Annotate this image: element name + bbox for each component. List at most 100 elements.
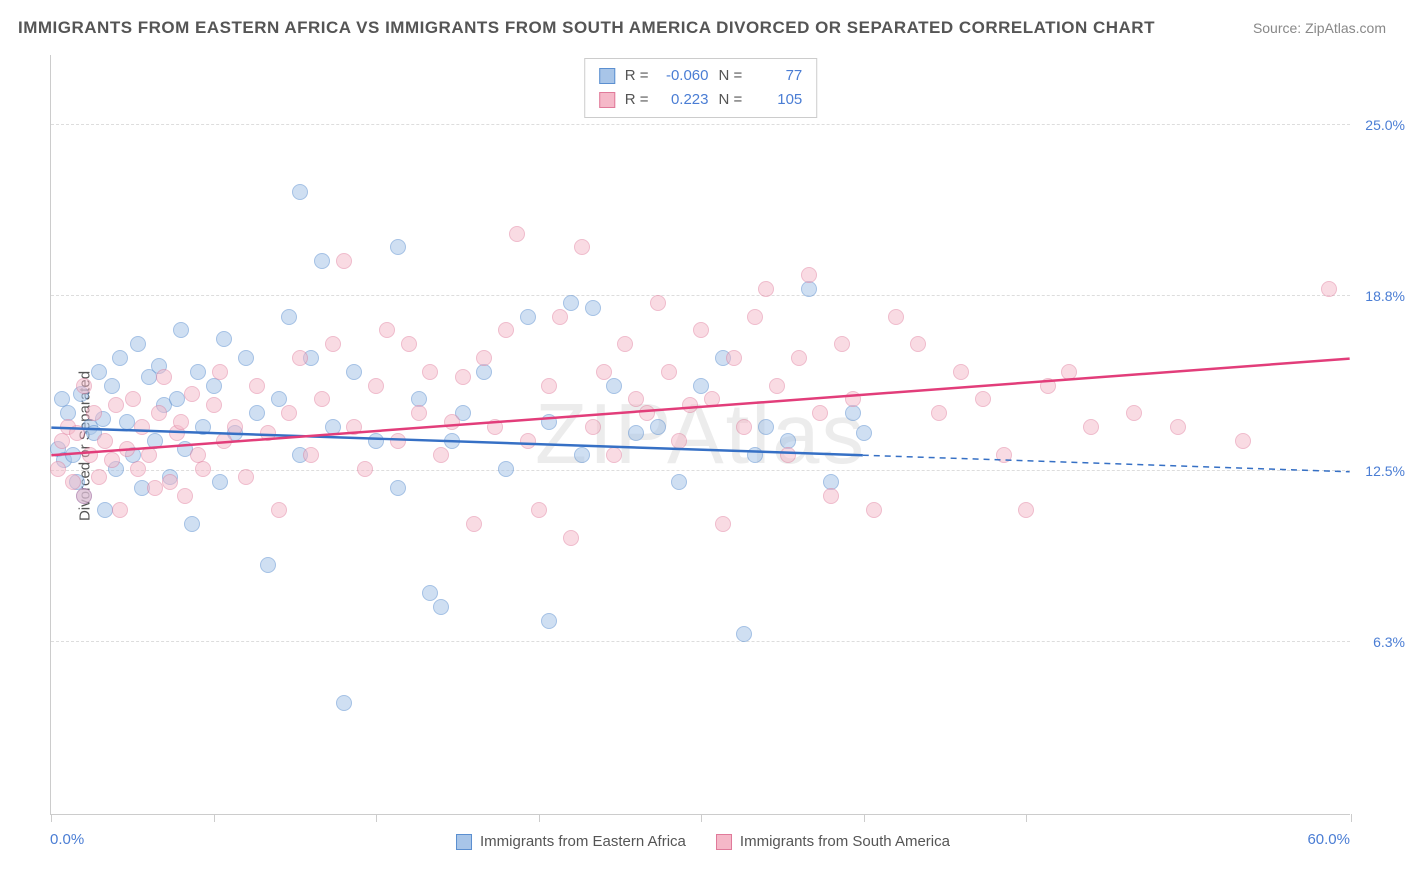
data-point (563, 530, 579, 546)
x-tick (1026, 814, 1027, 822)
data-point (336, 253, 352, 269)
x-tick (376, 814, 377, 822)
data-point (195, 419, 211, 435)
data-point (97, 502, 113, 518)
data-point (162, 474, 178, 490)
data-point (801, 267, 817, 283)
data-point (184, 516, 200, 532)
data-point (671, 474, 687, 490)
data-point (82, 447, 98, 463)
x-tick (864, 814, 865, 822)
data-point (953, 364, 969, 380)
data-point (54, 433, 70, 449)
data-point (682, 397, 698, 413)
data-point (444, 414, 460, 430)
r-value: -0.060 (659, 64, 709, 88)
data-point (541, 378, 557, 394)
data-point (411, 405, 427, 421)
data-point (866, 502, 882, 518)
data-point (390, 239, 406, 255)
data-point (173, 414, 189, 430)
data-point (206, 378, 222, 394)
data-point (271, 502, 287, 518)
data-point (390, 433, 406, 449)
y-tick-label: 18.8% (1365, 288, 1405, 304)
data-point (693, 322, 709, 338)
data-point (541, 613, 557, 629)
data-point (476, 350, 492, 366)
data-point (69, 425, 85, 441)
data-point (487, 419, 503, 435)
gridline: 25.0% (51, 124, 1350, 125)
gridline: 6.3% (51, 641, 1350, 642)
data-point (1235, 433, 1251, 449)
data-point (585, 300, 601, 316)
data-point (119, 414, 135, 430)
data-point (325, 336, 341, 352)
data-point (910, 336, 926, 352)
data-point (281, 309, 297, 325)
data-point (975, 391, 991, 407)
data-point (455, 369, 471, 385)
data-point (271, 391, 287, 407)
stats-legend-row: R =-0.060N =77 (599, 64, 803, 88)
data-point (249, 378, 265, 394)
r-value: 0.223 (659, 88, 709, 112)
r-label: R = (625, 88, 649, 112)
legend-label: Immigrants from South America (740, 833, 950, 850)
data-point (134, 419, 150, 435)
data-point (76, 488, 92, 504)
series-legend: Immigrants from Eastern Africa Immigrants… (456, 833, 950, 850)
data-point (758, 281, 774, 297)
data-point (1126, 405, 1142, 421)
n-label: N = (719, 64, 743, 88)
data-point (195, 461, 211, 477)
data-point (50, 461, 66, 477)
legend-item: Immigrants from South America (716, 833, 950, 850)
data-point (563, 295, 579, 311)
x-axis-max: 60.0% (1307, 831, 1350, 848)
data-point (693, 378, 709, 394)
data-point (1170, 419, 1186, 435)
data-point (238, 469, 254, 485)
data-point (169, 391, 185, 407)
data-point (151, 405, 167, 421)
data-point (86, 405, 102, 421)
data-point (184, 386, 200, 402)
data-point (206, 397, 222, 413)
stats-legend-row: R =0.223N =105 (599, 88, 803, 112)
data-point (466, 516, 482, 532)
data-point (1321, 281, 1337, 297)
data-point (147, 480, 163, 496)
data-point (97, 433, 113, 449)
data-point (736, 626, 752, 642)
gridline: 18.8% (51, 295, 1350, 296)
legend-item: Immigrants from Eastern Africa (456, 833, 686, 850)
data-point (433, 447, 449, 463)
data-point (314, 253, 330, 269)
data-point (260, 425, 276, 441)
data-point (628, 391, 644, 407)
data-point (856, 425, 872, 441)
data-point (238, 350, 254, 366)
data-point (552, 309, 568, 325)
data-point (791, 350, 807, 366)
data-point (76, 378, 92, 394)
data-point (606, 447, 622, 463)
data-point (292, 350, 308, 366)
data-point (108, 397, 124, 413)
data-point (357, 461, 373, 477)
data-point (119, 441, 135, 457)
data-point (661, 364, 677, 380)
data-point (368, 433, 384, 449)
x-tick (214, 814, 215, 822)
data-point (520, 433, 536, 449)
data-point (173, 322, 189, 338)
x-tick (1351, 814, 1352, 822)
chart-title: IMMIGRANTS FROM EASTERN AFRICA VS IMMIGR… (18, 18, 1155, 38)
data-point (216, 433, 232, 449)
x-tick (701, 814, 702, 822)
data-point (585, 419, 601, 435)
x-tick (51, 814, 52, 822)
data-point (780, 447, 796, 463)
